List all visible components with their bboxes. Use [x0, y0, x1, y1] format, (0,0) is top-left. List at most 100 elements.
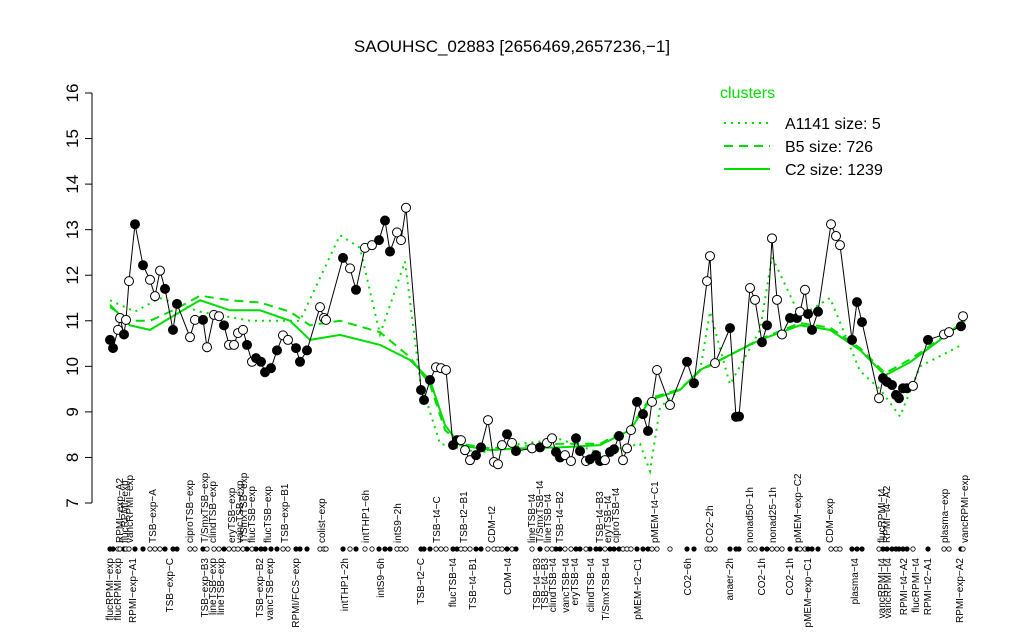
- sample-rug: [904, 546, 910, 552]
- bottom-sample-label: TSB−t4−B3: [540, 558, 551, 610]
- sample-point: [374, 235, 384, 246]
- sample-rug: [462, 546, 468, 552]
- sample-point: [835, 240, 845, 251]
- sample-point: [121, 314, 131, 325]
- bottom-sample-label: clindTSB−t4: [586, 558, 597, 613]
- sample-rug: [485, 546, 491, 552]
- sample-point: [242, 339, 252, 350]
- bottom-sample-label: TSB−exp−B3: [200, 558, 211, 618]
- sample-point: [757, 337, 767, 348]
- bottom-sample-label: eryTSB−t4: [570, 558, 581, 606]
- sample-rug: [403, 546, 409, 552]
- top-sample-label: intTHP1−6h: [361, 490, 372, 543]
- sample-rug: [925, 546, 931, 552]
- sample-rug: [253, 546, 259, 552]
- sample-point: [150, 291, 160, 302]
- bottom-sample-label: vancTSB−t4: [561, 558, 572, 613]
- top-sample-label: lineTSB−t4: [543, 493, 554, 543]
- sample-rug: [544, 546, 550, 552]
- sample-rug: [110, 546, 116, 552]
- bottom-sample-label: plasma−t4: [850, 558, 861, 605]
- sample-point: [124, 276, 134, 287]
- sample-point: [626, 425, 636, 436]
- bottom-sample-label: intS9−6h: [376, 558, 387, 598]
- sample-point: [419, 395, 429, 406]
- sample-rug: [684, 546, 690, 552]
- sample-point: [168, 324, 178, 335]
- sample-point: [145, 274, 155, 285]
- sample-rug: [941, 546, 947, 552]
- sample-rug: [691, 546, 697, 552]
- sample-point: [315, 302, 325, 313]
- top-sample-label: pMEM−exp−C2: [793, 473, 804, 543]
- sample-point: [302, 345, 312, 356]
- top-sample-label: flucRPMI−t4: [877, 488, 888, 543]
- sample-rug: [667, 546, 673, 552]
- sample-point: [130, 219, 140, 230]
- sample-point: [476, 442, 486, 453]
- sample-point: [750, 294, 760, 305]
- sample-point: [497, 440, 507, 451]
- top-sample-label: flucTSB−exp: [247, 486, 258, 543]
- top-sample-label: ciproTSB−t4: [611, 487, 622, 543]
- sample-rug: [204, 546, 210, 552]
- sample-point: [105, 334, 115, 345]
- bottom-sample-label: T/SmxTSB−t4: [601, 558, 612, 621]
- sample-point: [652, 364, 662, 375]
- sample-rug: [347, 546, 353, 552]
- top-sample-label: RPMI−t4−A2: [882, 485, 893, 543]
- sample-point: [172, 298, 182, 309]
- sample-rug: [910, 546, 916, 552]
- legend-title: clusters: [720, 85, 775, 102]
- sample-rug: [126, 546, 132, 552]
- sample-point: [416, 385, 426, 396]
- sample-point: [338, 252, 348, 263]
- sample-point: [894, 393, 904, 404]
- sample-point: [502, 429, 512, 440]
- sample-point: [600, 455, 610, 466]
- sample-point: [367, 240, 377, 251]
- top-sample-label: nonad50−1h: [745, 487, 756, 543]
- sample-rug: [285, 546, 291, 552]
- bottom-sample-label: vancRPMI−t4: [883, 558, 894, 619]
- sample-rug: [421, 546, 427, 552]
- y-tick-label: 15: [63, 129, 82, 148]
- sample-point: [643, 426, 653, 437]
- bottom-sample-label: flucRPMI−exp: [105, 558, 116, 621]
- sample-rug: [216, 546, 222, 552]
- y-tick-label: 11: [63, 312, 82, 330]
- sample-point: [560, 450, 570, 461]
- chart-title: SAOUHSC_02883 [2656469,2657236,−1]: [354, 37, 670, 56]
- sample-point: [108, 343, 118, 354]
- sample-rug: [221, 546, 227, 552]
- sample-point: [291, 343, 301, 354]
- sample-point: [441, 364, 451, 375]
- sample-rug: [611, 546, 617, 552]
- sample-point: [219, 320, 229, 331]
- sample-rug: [960, 546, 966, 552]
- y-tick-label: 12: [63, 266, 82, 285]
- sample-rug: [779, 546, 785, 552]
- top-sample-label: eryTSB−exp: [227, 487, 238, 543]
- sample-rug: [152, 546, 158, 552]
- sample-point: [575, 446, 585, 457]
- sample-rug: [244, 546, 250, 552]
- sample-rug: [147, 546, 153, 552]
- top-sample-label: ciproTSB−exp: [185, 479, 196, 543]
- sample-rug: [797, 546, 803, 552]
- sample-rug: [398, 546, 404, 552]
- sample-point: [734, 411, 744, 422]
- top-sample-label: TSB−exp−A: [148, 489, 159, 543]
- top-sample-label: intS9−2h: [393, 503, 404, 543]
- sample-rug: [736, 546, 742, 552]
- sample-point: [725, 323, 735, 334]
- bottom-sample-label: vancTSB−exp: [265, 558, 276, 621]
- sample-rug: [473, 546, 479, 552]
- top-sample-label: vancTSB−exp: [235, 480, 246, 543]
- top-sample-label: TSB−t4−B2: [555, 491, 566, 543]
- sample-rug: [467, 546, 473, 552]
- sample-rug: [602, 546, 608, 552]
- y-tick-label: 14: [63, 175, 82, 194]
- top-sample-label: lineTSB−t4: [527, 493, 538, 543]
